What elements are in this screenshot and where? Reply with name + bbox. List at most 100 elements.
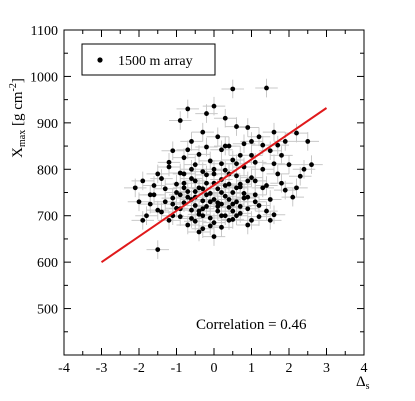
data-point (282, 139, 288, 144)
data-point (230, 201, 236, 207)
data-point (249, 152, 254, 158)
data-point (230, 157, 236, 163)
x-tick-label: -3 (96, 361, 108, 376)
data-point (275, 171, 281, 177)
data-point (181, 185, 187, 191)
data-point (166, 159, 172, 165)
correlation-annotation: Correlation = 0.46 (196, 317, 307, 333)
data-point (222, 115, 228, 121)
legend-label: 1500 m array (118, 54, 193, 69)
y-tick-label: 800 (37, 163, 58, 178)
y-axis-label: Xmax [g cm-2] (8, 78, 28, 158)
data-point (185, 106, 191, 112)
data-point (271, 129, 277, 135)
data-point (249, 217, 254, 223)
data-point (192, 203, 198, 208)
x-axis-label-main: Δ (356, 374, 366, 390)
data-point (189, 166, 194, 172)
data-point (211, 234, 217, 240)
data-point (200, 213, 206, 219)
data-point (305, 139, 311, 144)
data-point (297, 173, 303, 179)
data-point (204, 192, 209, 198)
data-point (207, 215, 213, 221)
data-point (181, 155, 187, 161)
data-point (237, 210, 243, 216)
data-point (215, 134, 221, 140)
data-point (226, 197, 232, 202)
data-point (204, 144, 209, 150)
y-axis-ticks: 500 600 700 800 900 1000 1100 (30, 24, 364, 356)
data-point (207, 223, 213, 229)
data-point (294, 185, 299, 191)
data-point (219, 161, 224, 167)
data-point (230, 208, 236, 214)
data-point (264, 85, 269, 91)
data-point (234, 124, 239, 129)
data-point (256, 134, 262, 140)
x-tick-label: 2 (286, 361, 293, 376)
data-point (159, 209, 164, 215)
data-point (177, 192, 183, 198)
data-point (147, 192, 153, 198)
data-point (249, 175, 254, 181)
data-point (260, 142, 266, 148)
legend-box (81, 43, 216, 76)
data-point (234, 161, 239, 167)
data-point (170, 195, 176, 201)
data-point (181, 180, 187, 186)
data-point (189, 207, 194, 213)
data-point (252, 192, 258, 198)
y-tick-label: 700 (37, 210, 58, 225)
data-point (136, 199, 142, 205)
data-point (185, 222, 191, 228)
data-point (207, 158, 213, 164)
data-point (204, 111, 209, 116)
x-tick-label: 0 (211, 361, 218, 376)
data-point (237, 204, 243, 209)
data-point (192, 218, 198, 224)
data-point (256, 203, 262, 208)
data-point (204, 180, 209, 186)
data-point (234, 185, 239, 191)
data-point (226, 204, 232, 210)
legend-marker (97, 57, 103, 63)
data-point (177, 118, 183, 123)
data-point (241, 195, 247, 201)
legend: 1500 m array (81, 43, 216, 76)
data-point (271, 212, 277, 218)
data-point (230, 86, 236, 92)
x-axis-label-sub: s (366, 381, 370, 392)
data-point (181, 171, 187, 177)
data-point (211, 166, 217, 172)
x-tick-label: -2 (133, 361, 145, 376)
data-point (267, 148, 273, 154)
data-point (215, 186, 221, 192)
data-point (230, 190, 236, 195)
data-point (159, 176, 164, 181)
data-point (279, 152, 284, 158)
data-point (151, 183, 157, 188)
data-point (196, 208, 202, 214)
data-point (234, 213, 239, 219)
data-point (260, 185, 266, 191)
data-point (249, 139, 254, 144)
data-point (219, 213, 224, 219)
data-point (211, 220, 217, 226)
data-point (230, 217, 236, 222)
data-point (155, 207, 161, 213)
data-point (256, 214, 262, 220)
data-point (282, 187, 288, 193)
data-point (234, 199, 239, 205)
data-point (192, 178, 198, 184)
data-point (204, 204, 209, 209)
data-point (219, 190, 224, 195)
data-point (192, 162, 198, 168)
data-point (215, 200, 221, 206)
data-point (245, 206, 251, 212)
data-point (177, 170, 183, 176)
x-tick-label: -1 (171, 361, 183, 376)
data-point (237, 152, 243, 158)
data-point (222, 167, 228, 173)
